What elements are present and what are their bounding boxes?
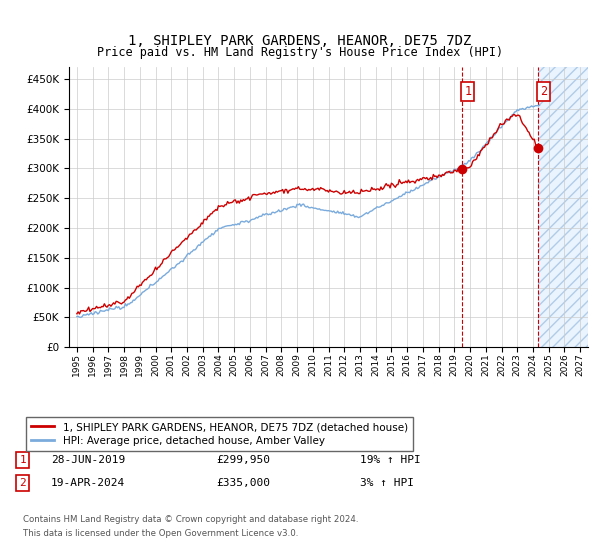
Text: 2: 2 <box>19 478 26 488</box>
Text: 1, SHIPLEY PARK GARDENS, HEANOR, DE75 7DZ: 1, SHIPLEY PARK GARDENS, HEANOR, DE75 7D… <box>128 34 472 48</box>
Text: 1: 1 <box>464 85 472 98</box>
Text: 19-APR-2024: 19-APR-2024 <box>51 478 125 488</box>
Legend: 1, SHIPLEY PARK GARDENS, HEANOR, DE75 7DZ (detached house), HPI: Average price, : 1, SHIPLEY PARK GARDENS, HEANOR, DE75 7D… <box>26 417 413 451</box>
Text: 1: 1 <box>19 455 26 465</box>
Text: £335,000: £335,000 <box>216 478 270 488</box>
Text: £299,950: £299,950 <box>216 455 270 465</box>
Text: Price paid vs. HM Land Registry's House Price Index (HPI): Price paid vs. HM Land Registry's House … <box>97 46 503 59</box>
Text: 2: 2 <box>540 85 547 98</box>
Bar <box>538 67 588 347</box>
Text: This data is licensed under the Open Government Licence v3.0.: This data is licensed under the Open Gov… <box>23 529 298 538</box>
Text: 19% ↑ HPI: 19% ↑ HPI <box>360 455 421 465</box>
Text: Contains HM Land Registry data © Crown copyright and database right 2024.: Contains HM Land Registry data © Crown c… <box>23 515 358 524</box>
Text: 3% ↑ HPI: 3% ↑ HPI <box>360 478 414 488</box>
Text: 28-JUN-2019: 28-JUN-2019 <box>51 455 125 465</box>
Bar <box>538 67 588 347</box>
